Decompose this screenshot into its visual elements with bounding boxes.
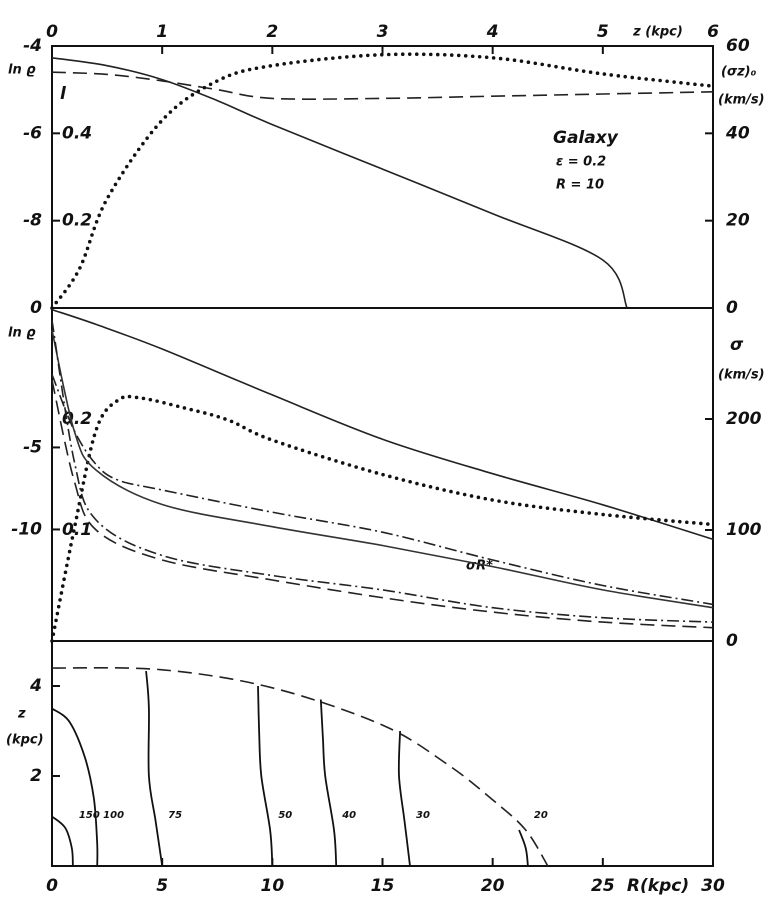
annotation: Galaxy bbox=[553, 128, 619, 148]
y-axis-label: z bbox=[17, 707, 26, 722]
x-tick-label: 25 bbox=[591, 876, 615, 896]
y-axis-label: ln ϱ bbox=[8, 63, 36, 78]
data-line bbox=[397, 730, 411, 867]
contour-label: 40 bbox=[341, 810, 356, 821]
x-axis-label: z (kpc) bbox=[632, 25, 683, 40]
x-tick-label: 3 bbox=[377, 22, 389, 42]
x-tick-label: 15 bbox=[371, 876, 395, 896]
inner-tick-label: 0.1 bbox=[62, 520, 92, 540]
contour-label: 50 bbox=[278, 810, 292, 821]
data-line bbox=[51, 57, 628, 309]
y2-axis-unit: (km/s) bbox=[718, 93, 765, 108]
curve-label: l bbox=[60, 84, 67, 104]
data-line bbox=[51, 707, 99, 867]
inner-tick-label: 0.4 bbox=[62, 123, 92, 143]
x-tick-label: 0 bbox=[46, 22, 58, 42]
data-line bbox=[51, 374, 714, 606]
y-tick-label: -8 bbox=[23, 211, 42, 231]
x-tick-label: 5 bbox=[597, 22, 609, 42]
x-tick-label: 4 bbox=[486, 22, 499, 42]
data-line bbox=[319, 699, 338, 867]
data-line bbox=[51, 815, 74, 867]
contour-label: 75 bbox=[168, 810, 182, 821]
data-line bbox=[145, 671, 164, 867]
y2-tick-label: 60 bbox=[726, 36, 750, 56]
contour-label: 150 bbox=[79, 810, 100, 821]
y-tick-label: 4 bbox=[29, 676, 42, 696]
y2-tick-label: 0 bbox=[726, 298, 738, 318]
contour-label: 30 bbox=[416, 810, 430, 821]
y2-tick-label: 20 bbox=[726, 211, 750, 231]
annotation: R = 10 bbox=[556, 178, 604, 193]
data-line bbox=[51, 666, 549, 867]
data-line bbox=[51, 308, 714, 541]
data-line bbox=[51, 330, 714, 609]
y2-tick-label: 40 bbox=[725, 123, 750, 143]
y-tick-label: 2 bbox=[30, 766, 42, 786]
y-axis-unit: (kpc) bbox=[6, 733, 44, 748]
x-tick-label: 20 bbox=[481, 876, 505, 896]
data-line bbox=[51, 71, 714, 100]
annotation: ε = 0.2 bbox=[556, 155, 606, 170]
data-line bbox=[257, 685, 274, 867]
y2-axis-label: (σz)₀ bbox=[721, 65, 757, 80]
x-tick-label: 6 bbox=[707, 22, 719, 42]
y-tick-label: -4 bbox=[23, 36, 42, 56]
y2-axis-unit: (km/s) bbox=[718, 368, 765, 383]
y-tick-label: -10 bbox=[11, 519, 42, 539]
contour-label: 100 bbox=[103, 810, 124, 821]
inner-tick-label: 0 bbox=[30, 298, 42, 318]
x-tick-label: 0 bbox=[46, 876, 58, 896]
data-line bbox=[51, 320, 714, 623]
x-axis-label: R(kpc) bbox=[627, 876, 689, 896]
data-line bbox=[518, 829, 529, 867]
y-axis-label: ln ϱ bbox=[8, 326, 36, 341]
x-tick-label: 1 bbox=[156, 22, 168, 42]
data-line bbox=[51, 379, 714, 629]
x-tick-label: 10 bbox=[260, 876, 284, 896]
y2-tick-label: 200 bbox=[726, 409, 762, 429]
x-tick-label: 5 bbox=[156, 876, 168, 896]
contour-label: 20 bbox=[534, 810, 548, 821]
x-tick-label: 2 bbox=[266, 22, 278, 42]
y2-axis-label: σ bbox=[730, 335, 744, 355]
y-tick-label: -6 bbox=[23, 123, 42, 143]
inner-tick-label: 0.2 bbox=[62, 211, 92, 231]
y2-tick-label: 100 bbox=[726, 520, 762, 540]
y-tick-label: -5 bbox=[23, 437, 42, 457]
y2-tick-label: 0 bbox=[726, 631, 738, 651]
x-tick-label: 30 bbox=[701, 876, 725, 896]
